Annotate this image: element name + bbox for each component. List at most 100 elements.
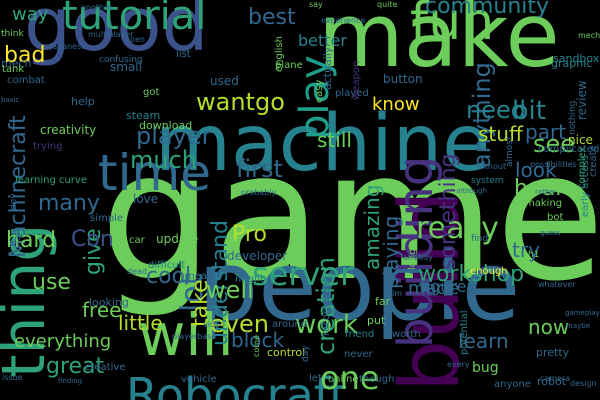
word-vehicle: vehicle <box>181 374 217 385</box>
word-issue: issue <box>2 373 23 382</box>
word-friend: friend <box>345 329 375 340</box>
word-playerbase: playerbase <box>172 332 217 341</box>
word-maybe: maybe <box>566 322 591 330</box>
word-use: use <box>32 270 71 295</box>
word-design: design <box>570 379 597 388</box>
word-see: see <box>533 130 576 158</box>
word-played: played <box>335 88 369 99</box>
word-possibilities: possibilities <box>530 160 577 169</box>
word-tank: tank <box>2 64 25 75</box>
word-great: great <box>46 354 105 379</box>
word-one: one <box>320 359 380 397</box>
word-nothing: nothing <box>568 100 578 135</box>
word-say: say <box>309 0 323 9</box>
word-far: far <box>375 295 391 308</box>
word-worth: worth <box>392 329 421 340</box>
word-cool: cool <box>146 264 192 289</box>
word-might: might <box>235 274 265 285</box>
word-mechanic: mechanic <box>578 31 600 40</box>
word-weapon: weapon <box>351 60 362 100</box>
word-sandbox: sandbox <box>553 52 600 65</box>
word-recommend: recommend <box>321 276 332 336</box>
word-nice: nice <box>568 133 593 147</box>
word-wantgo: wantgo <box>196 88 285 116</box>
word-better: better <box>298 31 347 50</box>
word-creative: creative <box>85 362 126 373</box>
word-used: used <box>210 74 239 88</box>
word-well: well <box>206 276 254 304</box>
word-simple: simple <box>90 213 124 224</box>
word-hour: hour <box>514 176 565 201</box>
word-guess: guess <box>540 229 561 237</box>
word-creativity: creativity <box>40 123 97 137</box>
word-hard: hard <box>6 228 57 253</box>
word-bad: bad <box>4 43 46 68</box>
word-part: part <box>525 120 567 144</box>
word-complex: complex <box>577 146 588 189</box>
word-car: car <box>129 235 145 246</box>
word-make: make <box>318 0 560 87</box>
word-another: another <box>81 3 113 12</box>
word-dev: dev <box>9 193 19 210</box>
word-easy: easy <box>314 79 325 103</box>
word-camera: camera <box>540 374 571 383</box>
word-bot: bot <box>547 212 564 223</box>
word-now: now <box>528 315 570 339</box>
word-help: help <box>71 95 95 108</box>
word-machine: machine <box>155 99 491 189</box>
word-video: video <box>203 320 225 329</box>
word-though: though <box>359 374 395 385</box>
word-server: server <box>252 255 354 293</box>
word-will: will <box>138 301 234 369</box>
word-pretty: pretty <box>536 346 570 359</box>
word-system: system <box>471 176 504 186</box>
word-complicated: complicated <box>538 144 600 155</box>
word-much: much <box>130 146 197 174</box>
word-good: good <box>24 0 209 68</box>
word-button: button <box>383 72 423 86</box>
word-dead: dead <box>127 267 147 276</box>
word-learning-curve: learning curve <box>15 175 87 186</box>
word-online: online <box>328 374 359 385</box>
word-list: list <box>176 49 191 60</box>
word-cant: cant <box>541 221 563 232</box>
word-people: people <box>198 232 521 342</box>
word-gameplay: gameplay <box>565 309 600 317</box>
word-workshop: workshop <box>418 262 525 287</box>
word-community: community <box>425 0 550 19</box>
word-time: time <box>98 144 211 202</box>
word-look: look <box>515 158 557 182</box>
word-learn: learn <box>458 329 509 353</box>
word-create: create <box>588 145 599 177</box>
word-h1: h1 <box>528 250 540 260</box>
word-potential: potential <box>459 310 470 355</box>
word-still: still <box>317 128 352 152</box>
word-many: many <box>38 191 100 216</box>
word-making: making <box>525 198 563 209</box>
word-find: find <box>471 234 489 244</box>
word-even: even <box>210 310 269 338</box>
word-know: know <box>372 94 420 115</box>
word-stuff: stuff <box>478 122 523 146</box>
word-block: block <box>231 328 285 352</box>
word-open: open <box>125 35 145 44</box>
word-bit: bit <box>512 96 546 126</box>
word-whatever: whatever <box>538 280 576 289</box>
word-something: something <box>436 153 461 270</box>
word-already: already <box>403 253 433 262</box>
word-almost: almost <box>505 136 515 167</box>
word-difficult: difficult <box>148 260 186 271</box>
word-plane: plane <box>275 60 303 71</box>
word-bug: bug <box>472 360 499 376</box>
word-steam: steam <box>126 109 161 122</box>
word-mech: mech <box>1 57 32 70</box>
word-try: try <box>512 238 540 262</box>
word-made: made <box>408 278 460 299</box>
word-multiplayer: multiplayer <box>88 30 134 39</box>
word-update: update <box>156 232 199 246</box>
word-really: really <box>416 211 499 246</box>
word-start: start <box>13 228 23 249</box>
word-game: game <box>100 113 600 320</box>
word-never: never <box>344 349 373 360</box>
